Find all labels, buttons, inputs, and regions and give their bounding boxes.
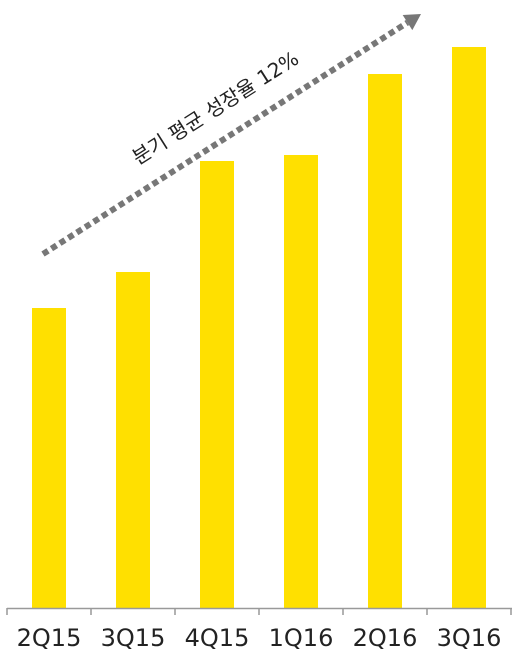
growth-arrow-head [402,14,421,31]
x-tick-label-4Q15: 4Q15 [185,624,250,652]
growth-arrow-line [41,20,410,257]
x-tick-label-2Q16: 2Q16 [353,624,418,652]
x-tick-label-3Q15: 3Q15 [101,624,166,652]
bar-2Q16 [368,74,402,608]
bar-1Q16 [284,155,318,608]
bars-group [32,47,486,608]
bar-4Q15 [200,161,234,608]
x-tick-label-3Q16: 3Q16 [437,624,502,652]
x-tick-label-2Q15: 2Q15 [17,624,82,652]
bar-3Q16 [452,47,486,608]
bar-3Q15 [116,272,150,608]
bar-2Q15 [32,308,66,608]
x-tick-labels: 2Q15 3Q15 4Q15 1Q16 2Q16 3Q16 [17,624,502,652]
x-tick-label-1Q16: 1Q16 [269,624,334,652]
x-axis [6,607,512,615]
